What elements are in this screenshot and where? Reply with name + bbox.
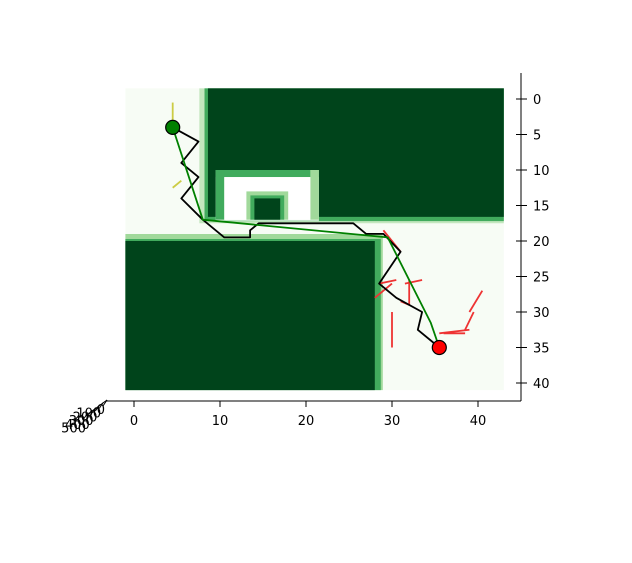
y-tick-label-25: 25 (533, 271, 550, 286)
z-tick-500 (83, 412, 89, 419)
z-tick-400 (87, 409, 93, 417)
y-tick-label-10: 10 (533, 164, 550, 179)
y-tick-label-20: 20 (533, 235, 550, 250)
x-tick-label-40: 40 (470, 414, 487, 429)
x-tick-label-0: 0 (130, 414, 138, 429)
start-marker (165, 119, 181, 136)
y-tick-label-35: 35 (533, 342, 550, 357)
red-branch-8 (464, 311, 475, 331)
x-tick-label-20: 20 (298, 414, 315, 429)
red-branch-2 (404, 279, 423, 285)
y-tick-label-0: 0 (533, 93, 541, 108)
u-wall-top (215, 170, 319, 178)
u-wall-left (215, 170, 225, 220)
obstacle-2 (254, 198, 281, 220)
z-tick-label-300: 300 (69, 414, 94, 429)
red-branch-3 (374, 282, 393, 299)
z-tick-label-400: 400 (65, 418, 90, 433)
black-path (172, 126, 440, 349)
z-tick-300 (91, 407, 97, 414)
z-tick-200 (94, 404, 100, 412)
green-path (171, 127, 441, 348)
z-tick-label-0: 0 (97, 403, 105, 418)
u-wall-right (310, 170, 319, 220)
z-tick-label-500: 500 (61, 422, 86, 437)
x-tick-label-30: 30 (384, 414, 401, 429)
y-tick-label-15: 15 (533, 200, 550, 215)
red-branch-9 (468, 290, 484, 313)
obstacle-1 (125, 241, 375, 391)
z-tick-100 (98, 402, 104, 409)
x-tick-label-10: 10 (212, 414, 229, 429)
z-tick-0 (102, 399, 108, 407)
red-branch-1 (378, 279, 397, 285)
yellow-branch-1 (172, 179, 182, 189)
y-tick-label-40: 40 (533, 377, 550, 392)
y-tick-label-30: 30 (533, 306, 550, 321)
goal-marker (431, 339, 447, 356)
y-tick-label-5: 5 (533, 129, 541, 144)
